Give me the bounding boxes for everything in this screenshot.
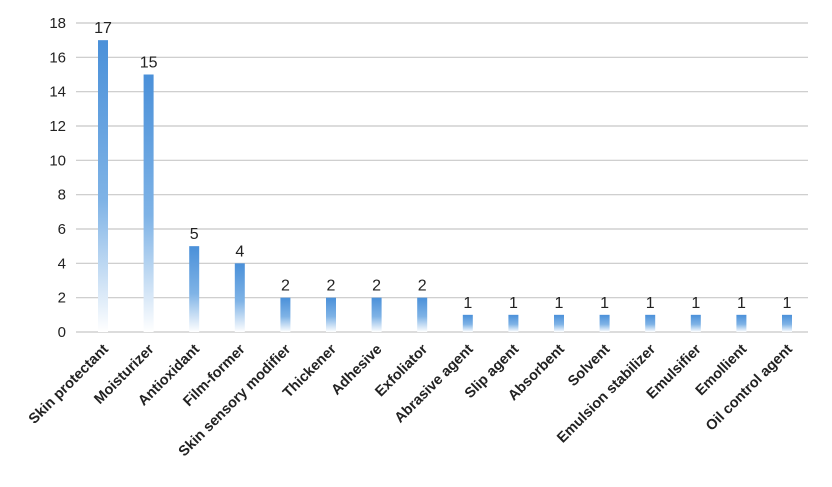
- x-category-label: Oil control agent: [703, 341, 796, 434]
- bar: [690, 314, 701, 332]
- x-category-label: Abrasive agent: [392, 341, 477, 426]
- gridlines: [76, 22, 808, 333]
- data-label: 5: [190, 226, 199, 243]
- bar: [143, 74, 154, 332]
- data-label: 2: [327, 278, 336, 295]
- data-label: 17: [94, 20, 112, 37]
- data-label: 1: [509, 295, 518, 312]
- data-label: 1: [737, 295, 746, 312]
- bar: [371, 297, 382, 332]
- y-tick-label: 0: [58, 324, 66, 341]
- bar: [417, 297, 428, 332]
- data-label: 1: [463, 295, 472, 312]
- data-label: 1: [783, 295, 792, 312]
- bar: [326, 297, 336, 332]
- y-tick-label: 18: [49, 15, 66, 32]
- data-label: 2: [281, 278, 290, 295]
- data-label: 1: [646, 295, 655, 312]
- bar: [280, 297, 291, 332]
- bar: [508, 314, 519, 332]
- data-labels: 17 15 5 4 2 2 2 2 1 1 1 1 1 1 1 1: [94, 20, 791, 312]
- bar: [782, 314, 792, 332]
- bar: [599, 314, 610, 332]
- data-label: 4: [235, 243, 244, 260]
- y-axis-ticks: 0 2 4 6 8 10 12 14 16 18: [49, 15, 66, 341]
- bar: [554, 314, 564, 332]
- y-tick-label: 4: [58, 255, 66, 272]
- y-tick-label: 6: [58, 221, 66, 238]
- bar: [234, 263, 245, 332]
- bar: [98, 40, 108, 333]
- data-label: 1: [600, 295, 609, 312]
- data-label: 1: [555, 295, 564, 312]
- x-axis-categories: Skin protectantMoisturizerAntioxidantFil…: [26, 341, 796, 460]
- data-label: 2: [418, 278, 427, 295]
- y-tick-label: 8: [58, 187, 66, 204]
- bar: [189, 246, 200, 332]
- x-category-label: Skin protectant: [26, 341, 112, 427]
- y-tick-label: 2: [58, 290, 66, 307]
- bars: [98, 40, 792, 333]
- data-label: 1: [691, 295, 700, 312]
- y-tick-label: 14: [49, 84, 66, 101]
- bar: [462, 314, 473, 332]
- data-label: 15: [140, 55, 158, 72]
- y-tick-label: 10: [49, 152, 66, 169]
- bar: [645, 314, 656, 332]
- data-label: 2: [372, 278, 381, 295]
- bar: [736, 314, 747, 332]
- y-tick-label: 12: [49, 118, 66, 135]
- y-tick-label: 16: [49, 49, 66, 66]
